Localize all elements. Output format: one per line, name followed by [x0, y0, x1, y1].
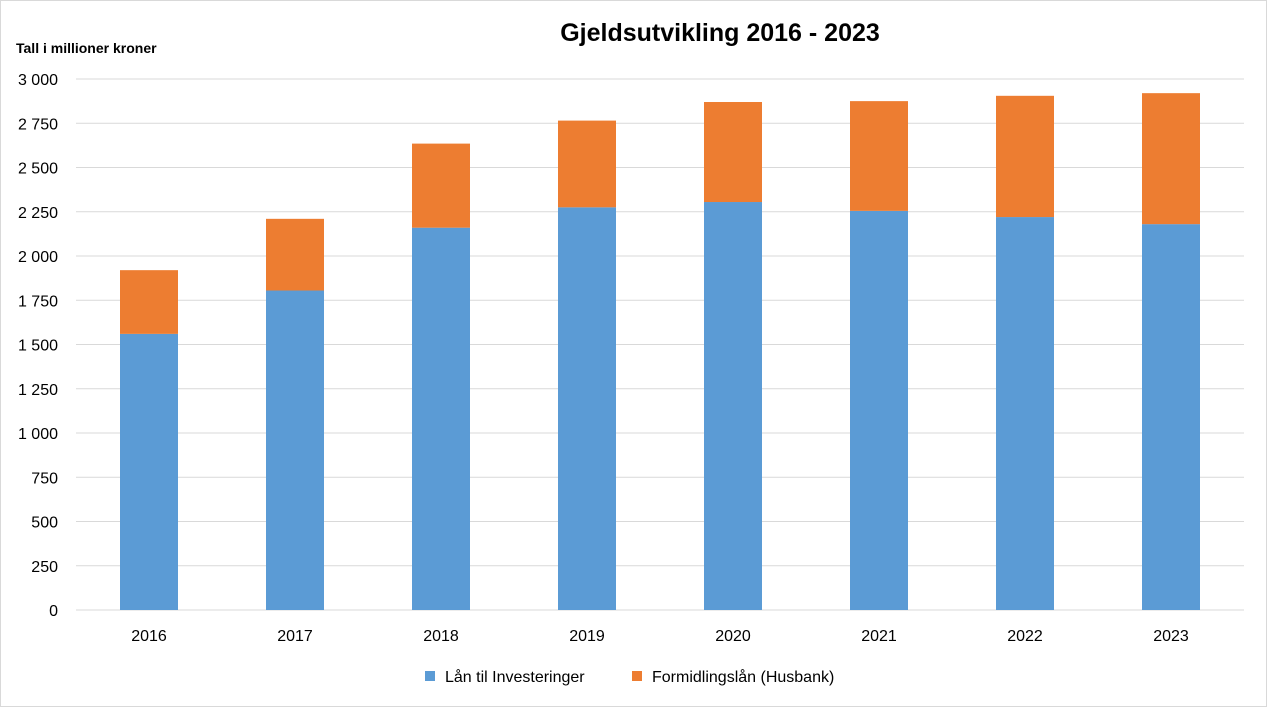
bar-formidlingslaan-2018 [412, 143, 470, 228]
bar-formidlingslaan-2022 [996, 95, 1054, 218]
bar-laan-investeringer-2020 [704, 202, 762, 610]
bar-formidlingslaan-2019 [558, 120, 616, 208]
y-tick-label: 750 [31, 470, 58, 487]
y-tick-label: 1 500 [18, 338, 58, 355]
x-tick-label: 2022 [1007, 628, 1043, 645]
bar-laan-investeringer-2019 [558, 207, 616, 610]
y-tick-labels: 0 250 500 750 1 000 1 250 1 500 1 750 2 000 2 250… [18, 72, 58, 620]
chart-title: Gjeldsutvikling 2016 - 2023 [560, 19, 880, 47]
bar-laan-investeringer-2021 [850, 210, 908, 611]
y-tick-label: 1 250 [18, 382, 58, 399]
bar-laan-investeringer-2016 [120, 333, 178, 610]
bar-laan-investeringer-2022 [996, 217, 1054, 610]
x-tick-label: 2019 [569, 628, 605, 645]
y-tick-label: 250 [31, 559, 58, 576]
bar-formidlingslaan-2021 [850, 101, 908, 211]
x-tick-label: 2020 [715, 628, 751, 645]
bars [120, 93, 1200, 611]
x-tick-label: 2021 [861, 628, 897, 645]
legend-swatch [632, 671, 642, 681]
legend-label: Lån til Investeringer [445, 668, 585, 686]
y-axis-label: Tall i millioner kroner [16, 40, 157, 56]
legend-swatch [425, 671, 435, 681]
y-tick-label: 2 000 [18, 249, 58, 266]
bar-formidlingslaan-2020 [704, 102, 762, 203]
x-tick-label: 2018 [423, 628, 459, 645]
y-tick-label: 1 000 [18, 426, 58, 443]
x-tick-label: 2017 [277, 628, 313, 645]
bar-formidlingslaan-2017 [266, 218, 324, 291]
y-tick-label: 2 250 [18, 205, 58, 222]
y-tick-label: 0 [49, 603, 58, 620]
y-tick-label: 1 750 [18, 293, 58, 310]
x-tick-label: 2016 [131, 628, 167, 645]
x-tick-label: 2023 [1153, 628, 1189, 645]
bar-formidlingslaan-2016 [120, 270, 178, 334]
y-tick-label: 2 500 [18, 161, 58, 178]
y-tick-label: 500 [31, 515, 58, 532]
y-tick-label: 3 000 [18, 72, 58, 89]
legend-label: Formidlingslån (Husbank) [652, 668, 834, 686]
legend: Lån til Investeringer Formidlingslån (Hus… [425, 668, 834, 686]
bar-formidlingslaan-2023 [1142, 93, 1200, 225]
bar-laan-investeringer-2017 [266, 290, 324, 610]
bar-laan-investeringer-2023 [1142, 224, 1200, 610]
gridlines [76, 78, 1244, 611]
y-tick-label: 2 750 [18, 116, 58, 133]
bar-laan-investeringer-2018 [412, 227, 470, 610]
x-tick-labels: 2016 2017 2018 2019 2020 2021 2022 2023 [131, 628, 1189, 645]
